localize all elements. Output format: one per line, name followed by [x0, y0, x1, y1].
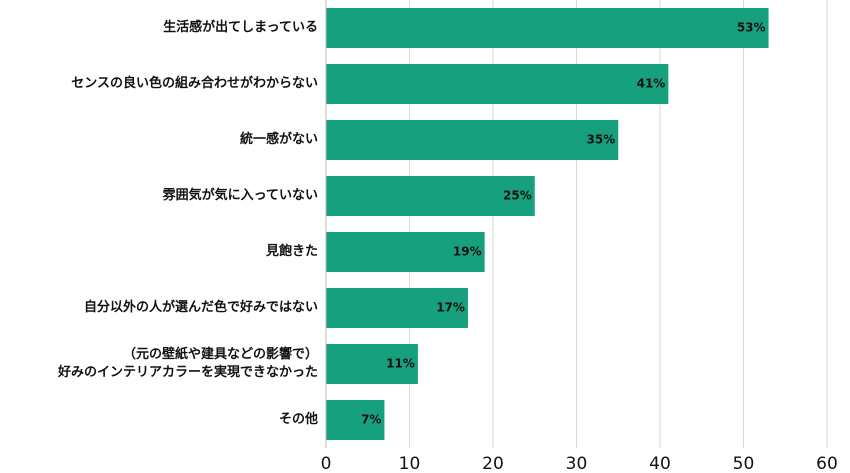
bar [326, 232, 485, 272]
value-label: 35% [587, 133, 616, 147]
bar [326, 64, 669, 104]
bar [326, 400, 385, 440]
bar [326, 120, 619, 160]
y-tick-label: 生活感が出てしまっている [163, 20, 318, 35]
bar [326, 344, 418, 384]
bar [326, 288, 468, 328]
value-label: 53% [737, 21, 766, 35]
y-tick-label: 統一感がない [239, 132, 318, 147]
y-tick-label: 自分以外の人が選んだ色で好みではない [83, 300, 318, 315]
value-label: 11% [386, 357, 415, 371]
value-label: 7% [361, 413, 381, 427]
y-tick-label: （元の壁紙や建具などの影響で） 好みのインテリアカラーを実現できなかった [57, 347, 318, 380]
value-label: 25% [503, 189, 532, 203]
x-tick-label: 10 [399, 454, 421, 473]
value-label: 19% [453, 245, 482, 259]
x-tick-label: 50 [733, 454, 755, 473]
x-tick-label: 30 [566, 454, 588, 473]
y-tick-label: その他 [278, 412, 318, 427]
x-tick-label: 40 [649, 454, 671, 473]
x-tick-label: 60 [816, 454, 838, 473]
bar [326, 176, 535, 216]
x-tick-label: 0 [321, 454, 332, 473]
value-label: 41% [637, 77, 666, 91]
x-tick-label: 20 [482, 454, 504, 473]
y-tick-label: 雰囲気が気に入っていない [162, 188, 318, 203]
y-tick-label: センスの良い色の組み合わせがわからない [71, 76, 318, 91]
y-tick-label: 見飽きた [265, 244, 318, 259]
bar [326, 8, 769, 48]
value-label: 17% [436, 301, 465, 315]
